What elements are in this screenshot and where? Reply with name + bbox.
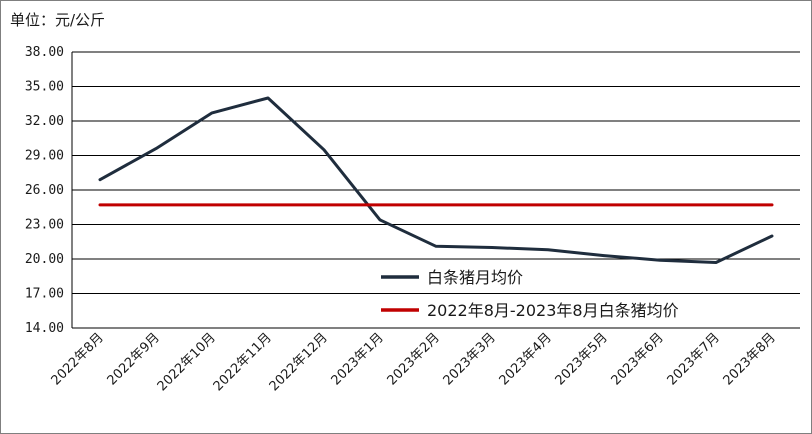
y-tick-label: 23.00	[25, 218, 64, 233]
x-tick-label: 2022年8月	[49, 330, 107, 388]
y-tick-label: 38.00	[25, 45, 64, 60]
gridlines	[71, 51, 800, 329]
x-tick-label: 2023年3月	[441, 330, 499, 388]
x-tick-label: 2023年1月	[329, 330, 387, 388]
y-axis-ticks: 14.00 17.00 20.00 23.00 26.00 29.00 32.00 35.00…	[25, 45, 64, 336]
x-tick-label: 2022年11月	[211, 330, 275, 394]
x-tick-label: 2022年10月	[155, 330, 219, 394]
x-tick-label: 2022年12月	[267, 330, 331, 394]
unit-label: 单位：元/公斤	[10, 11, 106, 29]
x-tick-label: 2023年2月	[385, 330, 443, 388]
series-lines	[98, 96, 774, 264]
x-axis-ticks: 2022年8月2022年9月2022年10月2022年11月2022年12月20…	[49, 330, 779, 394]
series-line-monthly	[98, 96, 774, 264]
x-tick-label: 2023年8月	[721, 330, 779, 388]
x-tick-label: 2023年5月	[553, 330, 611, 388]
legend-label-average: 2022年8月-2023年8月白条猪均价	[427, 301, 679, 320]
y-tick-label: 32.00	[25, 114, 64, 129]
legend-label-monthly: 白条猪月均价	[427, 268, 523, 287]
legend: 白条猪月均价 2022年8月-2023年8月白条猪均价	[381, 268, 679, 320]
x-tick-label: 2022年9月	[105, 330, 163, 388]
x-tick-label: 2023年4月	[497, 330, 555, 388]
y-tick-label: 17.00	[25, 287, 64, 302]
y-tick-label: 29.00	[25, 149, 64, 164]
y-tick-label: 20.00	[25, 252, 64, 267]
x-tick-label: 2023年6月	[609, 330, 667, 388]
x-tick-label: 2023年7月	[665, 330, 723, 388]
y-tick-label: 14.00	[25, 321, 64, 336]
y-tick-label: 26.00	[25, 183, 64, 198]
y-tick-label: 35.00	[25, 80, 64, 95]
